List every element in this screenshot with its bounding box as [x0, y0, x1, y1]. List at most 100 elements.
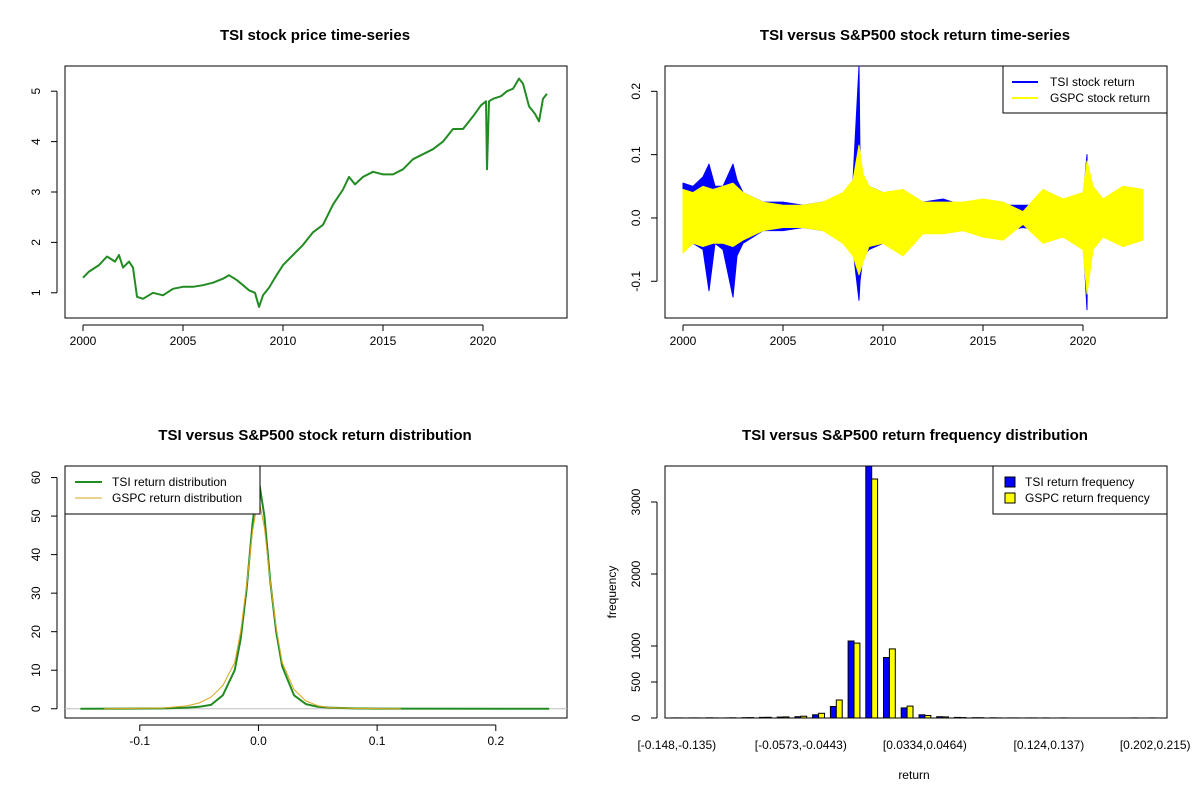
x-tick-label: 0.0 — [250, 734, 267, 748]
y-tick-label: 60 — [29, 471, 43, 485]
legend-label-tsi: TSI return distribution — [112, 475, 227, 489]
y-tick-label: 20 — [29, 625, 43, 639]
x-axis: 2000 2005 2010 2015 2020 — [670, 324, 1097, 348]
y-tick-label: 3 — [29, 188, 43, 195]
tsi-frequency-bar — [883, 657, 890, 719]
y-axis: -0.1 0.0 0.1 0.2 — [629, 83, 658, 292]
plot-frame — [64, 465, 568, 719]
chart-title: TSI versus S&P500 stock return time-seri… — [760, 27, 1070, 44]
legend-label-tsi: TSI stock return — [1050, 75, 1135, 89]
x-tick-label: 2000 — [70, 334, 97, 348]
return-density-chart: TSI versus S&P500 stock return distribut… — [29, 427, 568, 748]
gspc-frequency-bar — [924, 715, 932, 719]
plot-frame — [664, 465, 1168, 719]
y-tick-label: 5 — [29, 88, 43, 95]
tsi-density-line — [80, 476, 550, 710]
x-axis-label: return — [898, 768, 929, 782]
y-tick-label: 0 — [29, 705, 43, 712]
tsi-frequency-bar — [900, 707, 908, 719]
legend: TSI return frequency GSPC return frequen… — [992, 465, 1168, 515]
return-histogram-chart: TSI versus S&P500 return frequency distr… — [605, 427, 1191, 782]
legend-box — [992, 465, 1168, 515]
x-tick-label: [0.0334,0.0464) — [883, 738, 967, 752]
gspc-frequency-bar — [764, 716, 772, 719]
price-series — [82, 77, 548, 308]
legend-label-gspc: GSPC return distribution — [112, 491, 242, 505]
y-axis-label: frequency — [605, 566, 619, 619]
x-tick-label: 2015 — [970, 334, 997, 348]
y-axis: 1 2 3 4 5 — [29, 88, 58, 296]
tsi-frequency-bar — [776, 716, 784, 719]
gspc-frequency-bar — [871, 478, 879, 719]
gspc-frequency-bar — [835, 699, 843, 719]
y-tick-label: 0.1 — [629, 146, 643, 163]
x-tick-label: 0.2 — [487, 734, 504, 748]
legend-swatch-gspc — [1004, 492, 1016, 504]
x-tick-label: 2010 — [870, 334, 897, 348]
x-axis: -0.1 0.0 0.1 0.2 — [129, 724, 504, 748]
tsi-frequency-bar — [918, 714, 926, 719]
y-tick-label: 0.2 — [629, 83, 643, 100]
x-tick-label: [0.124,0.137) — [1014, 738, 1085, 752]
y-tick-label: 1 — [29, 289, 43, 296]
x-tick-label: 2020 — [470, 334, 497, 348]
return-series — [682, 65, 1144, 311]
y-tick-label: 50 — [29, 509, 43, 523]
legend-swatch-tsi — [1004, 476, 1016, 488]
x-tick-label: 2005 — [770, 334, 797, 348]
x-axis: 2000 2005 2010 2015 2020 — [70, 324, 497, 348]
tsi-frequency-bar — [794, 716, 802, 719]
y-tick-label: 1000 — [629, 632, 643, 659]
x-axis: [-0.148,-0.135) [-0.0573,-0.0443) [0.0334,… — [637, 738, 1190, 752]
tsi-frequency-bar — [953, 716, 961, 719]
x-tick-label: 0.1 — [369, 734, 386, 748]
return-timeseries-chart: TSI versus S&P500 stock return time-seri… — [629, 27, 1168, 348]
y-tick-label: 3000 — [629, 488, 643, 515]
x-tick-label: [-0.0573,-0.0443) — [755, 738, 847, 752]
legend-label-tsi: TSI return frequency — [1025, 475, 1134, 489]
y-tick-label: 500 — [629, 672, 643, 692]
x-tick-label: -0.1 — [129, 734, 150, 748]
chart-title: TSI stock price time-series — [220, 27, 410, 44]
tsi-frequency-bar — [812, 714, 819, 719]
y-tick-label: 0 — [629, 714, 643, 721]
x-tick-label: 2005 — [170, 334, 197, 348]
legend-box — [1002, 65, 1168, 114]
plot-frame — [664, 65, 1168, 319]
chart-title: TSI versus S&P500 stock return distribut… — [158, 427, 471, 444]
price-line — [82, 77, 548, 308]
gspc-return-band — [682, 144, 1144, 295]
gspc-frequency-bar — [906, 705, 914, 719]
tsi-frequency-bar — [759, 716, 766, 719]
tsi-frequency-bar — [847, 640, 855, 719]
y-tick-label: 2 — [29, 239, 43, 246]
chart-title: TSI versus S&P500 return frequency distr… — [742, 427, 1088, 444]
gspc-frequency-bar — [782, 716, 790, 719]
y-axis: 0 500 1000 2000 3000 — [629, 488, 658, 721]
y-tick-label: 0.0 — [629, 209, 643, 226]
legend-label-gspc: GSPC stock return — [1050, 91, 1150, 105]
price-chart: TSI stock price time-series 2000 2005 2010… — [29, 27, 568, 348]
gspc-frequency-bar — [853, 642, 861, 719]
legend: TSI stock return GSPC stock return — [1002, 65, 1168, 114]
y-tick-label: 40 — [29, 548, 43, 562]
x-tick-label: [0.202,0.215) — [1120, 738, 1191, 752]
tsi-frequency-bar — [936, 716, 944, 719]
x-tick-label: [-0.148,-0.135) — [637, 738, 716, 752]
plot-frame — [64, 65, 568, 319]
y-tick-label: -0.1 — [629, 271, 643, 292]
y-tick-label: 2000 — [629, 560, 643, 587]
x-tick-label: 2020 — [1070, 334, 1097, 348]
gspc-frequency-bar — [818, 712, 825, 719]
x-tick-label: 2015 — [370, 334, 397, 348]
gspc-density-line — [104, 496, 401, 710]
histogram-bars — [670, 465, 1156, 719]
x-tick-label: 2000 — [670, 334, 697, 348]
tsi-frequency-bar — [865, 465, 873, 719]
tsi-frequency-bar — [829, 706, 837, 719]
y-tick-label: 10 — [29, 663, 43, 677]
y-axis: 0 10 20 30 40 50 60 — [29, 471, 58, 712]
legend-label-gspc: GSPC return frequency — [1025, 491, 1150, 505]
gspc-frequency-bar — [942, 716, 949, 719]
